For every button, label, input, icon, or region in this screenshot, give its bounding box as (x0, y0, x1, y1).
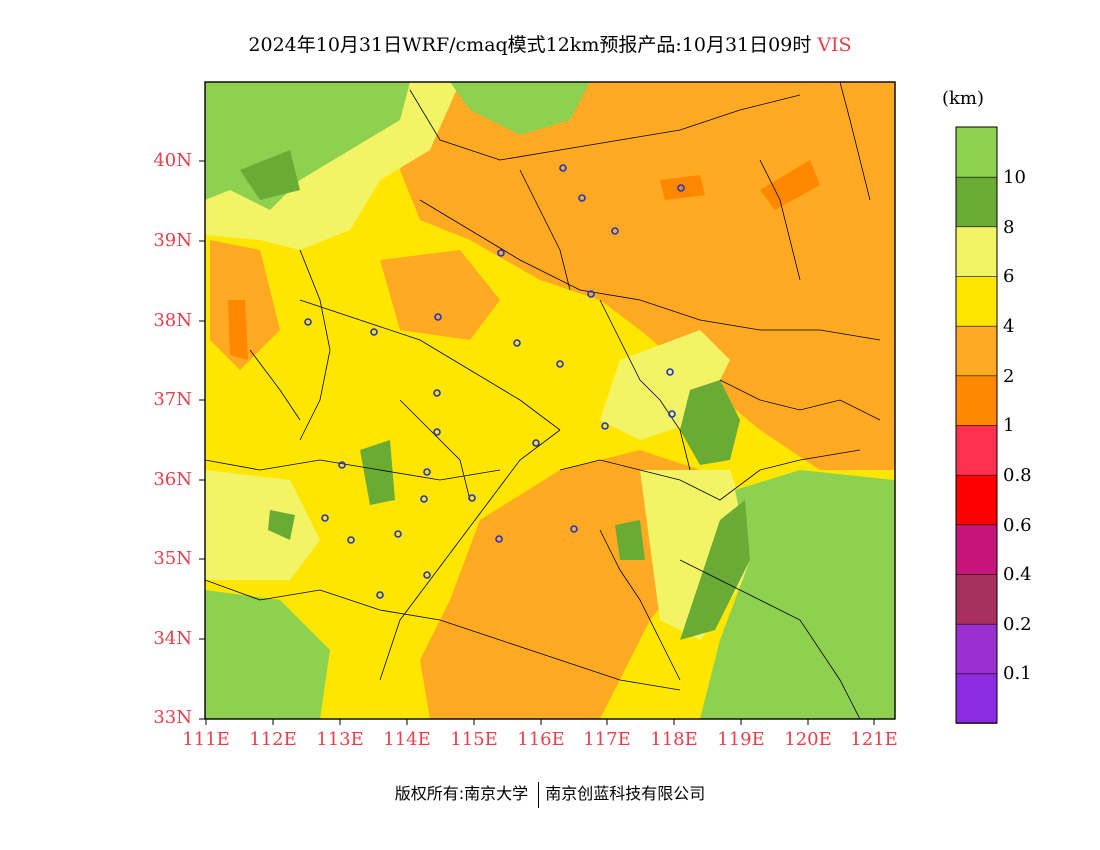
colorbar (955, 126, 998, 724)
lon-label-116e: 116E (517, 729, 565, 750)
lon-label-117e: 117E (583, 729, 631, 750)
city-marker (611, 227, 619, 235)
legend-unit: (km) (942, 88, 985, 109)
city-marker (570, 525, 578, 533)
city-marker (338, 461, 346, 469)
legend-label-10: 10 (1003, 167, 1026, 188)
lat-label-37n: 37N (153, 389, 192, 410)
city-marker (433, 389, 441, 397)
colorbar-swatch (955, 424, 998, 476)
city-marker (423, 571, 431, 579)
legend-label-0-2: 0.2 (1003, 614, 1032, 635)
legend-label-4: 4 (1003, 316, 1015, 337)
legend-label-6: 6 (1003, 266, 1015, 287)
colorbar-swatch (955, 673, 998, 724)
city-marker (376, 591, 384, 599)
city-marker (370, 328, 378, 336)
city-marker (532, 439, 540, 447)
lat-label-39n: 39N (153, 230, 192, 251)
lon-label-120e: 120E (784, 729, 832, 750)
title-text: 2024年10月31日WRF/cmaq模式12km预报产品:10月31日09时 (248, 34, 812, 56)
lat-label-33n: 33N (153, 707, 192, 728)
city-marker (420, 495, 428, 503)
colorbar-swatch (955, 275, 998, 327)
lat-label-38n: 38N (153, 310, 192, 331)
colorbar-swatch (955, 226, 998, 277)
map-title: 2024年10月31日WRF/cmaq模式12km预报产品:10月31日09时 V… (0, 30, 1100, 57)
city-marker (423, 468, 431, 476)
colorbar-swatch (955, 623, 998, 675)
legend-label-0-8: 0.8 (1003, 465, 1032, 486)
colorbar-swatch (955, 573, 998, 625)
city-marker (347, 536, 355, 544)
lon-label-114e: 114E (383, 729, 431, 750)
legend-label-8: 8 (1003, 217, 1015, 238)
footer-copyright: 版权所有:南京大学 (394, 784, 529, 803)
city-marker (668, 410, 676, 418)
city-marker (433, 428, 441, 436)
colorbar-swatch (955, 325, 998, 377)
footer-divider (538, 781, 540, 808)
city-marker (304, 318, 312, 326)
visibility-field (205, 82, 895, 719)
legend-label-0-1: 0.1 (1003, 663, 1032, 684)
city-marker (601, 422, 609, 430)
lon-label-115e: 115E (450, 729, 498, 750)
colorbar-swatch (955, 126, 998, 178)
colorbar-swatch (955, 176, 998, 228)
lat-label-35n: 35N (153, 548, 192, 569)
city-marker (394, 530, 402, 538)
city-marker (513, 339, 521, 347)
city-marker (666, 368, 674, 376)
lon-label-121e: 121E (850, 729, 898, 750)
city-marker (556, 360, 564, 368)
lat-label-34n: 34N (153, 628, 192, 649)
lon-label-112e: 112E (249, 729, 297, 750)
lon-label-113e: 113E (316, 729, 364, 750)
variable-label: VIS (817, 34, 852, 56)
footer: 版权所有:南京大学 南京创蓝科技有限公司 (0, 780, 1100, 808)
footer-company: 南京创蓝科技有限公司 (545, 784, 706, 803)
lon-label-119e: 119E (717, 729, 765, 750)
legend-label-1: 1 (1003, 415, 1015, 436)
colorbar-swatch (955, 474, 998, 526)
station-markers (304, 164, 685, 599)
lat-label-40n: 40N (153, 150, 192, 171)
city-marker (434, 313, 442, 321)
lat-label-36n: 36N (153, 469, 192, 490)
lon-label-111e: 111E (182, 729, 230, 750)
legend-label-2: 2 (1003, 366, 1015, 387)
city-marker (468, 494, 476, 502)
city-marker (587, 290, 595, 298)
city-marker (497, 249, 505, 257)
lon-label-118e: 118E (650, 729, 698, 750)
colorbar-swatch (955, 524, 998, 575)
city-marker (677, 184, 685, 192)
city-marker (578, 194, 586, 202)
city-marker (495, 535, 503, 543)
city-marker (559, 164, 567, 172)
colorbar-swatch (955, 375, 998, 426)
legend-label-0-4: 0.4 (1003, 564, 1032, 585)
city-marker (321, 514, 329, 522)
legend-label-0-6: 0.6 (1003, 515, 1032, 536)
